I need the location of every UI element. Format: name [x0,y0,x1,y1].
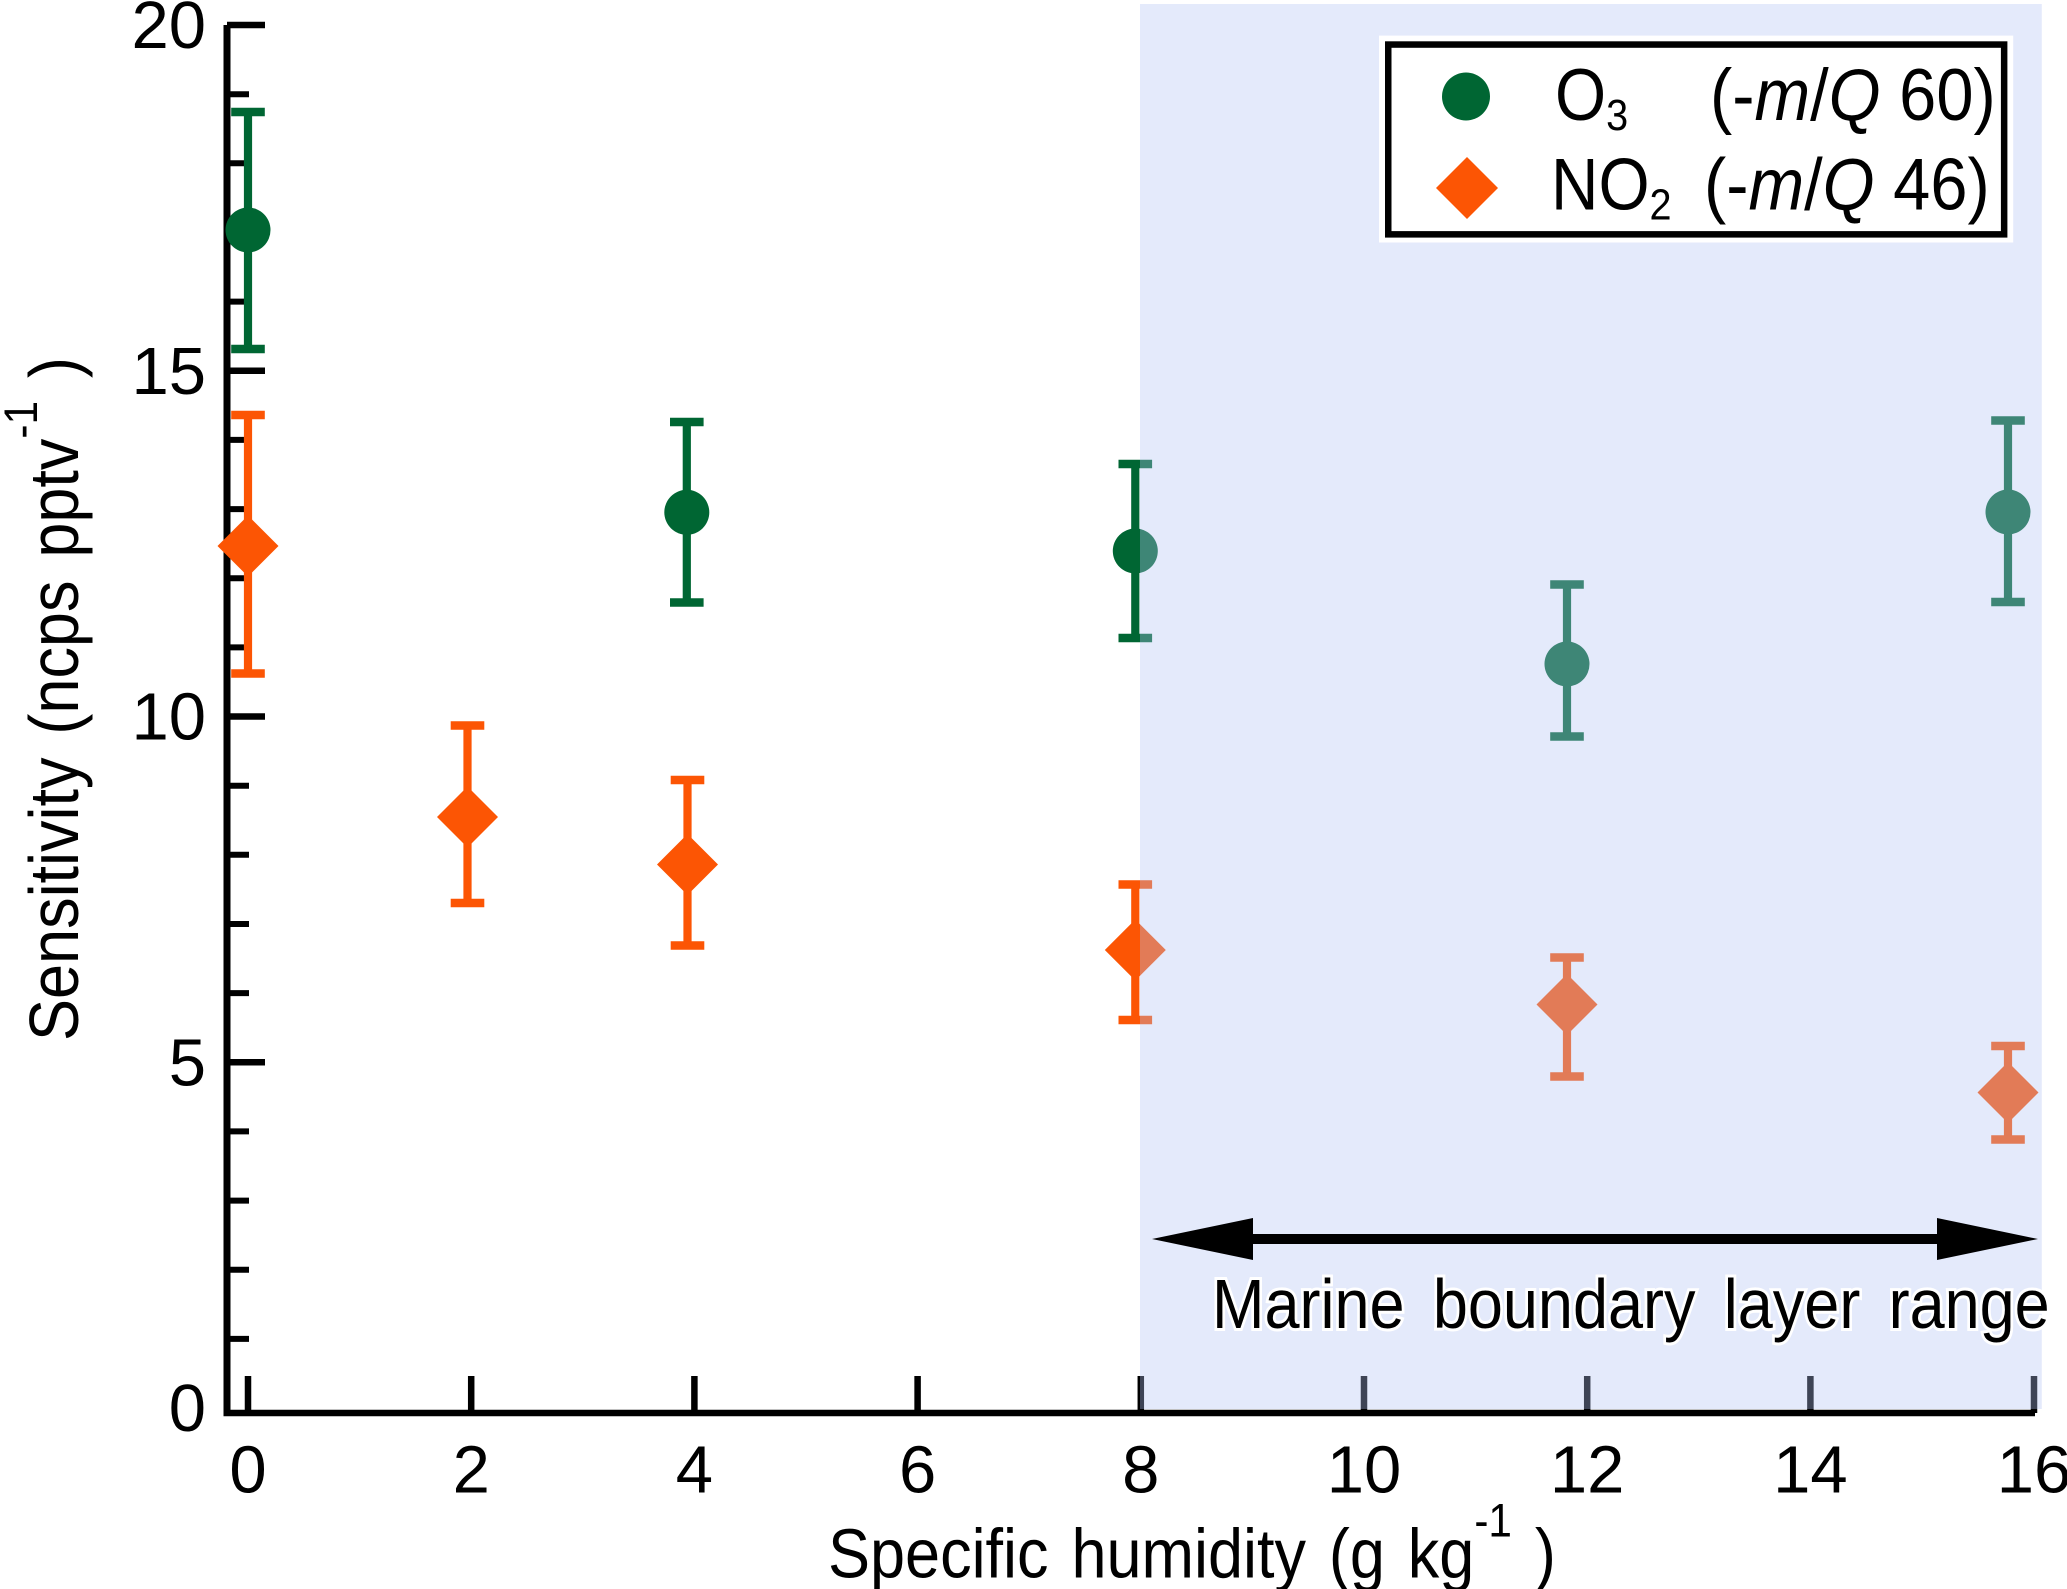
svg-text:Marine boundary layer range: Marine boundary layer range [1212,1266,2050,1344]
svg-text:14: 14 [1773,1433,1848,1508]
svg-text:0: 0 [229,1433,266,1508]
svg-text:6: 6 [899,1433,936,1508]
svg-text:20: 20 [131,0,206,63]
svg-text:(-m/Q 46): (-m/Q 46) [1704,144,1990,225]
svg-text:5: 5 [169,1025,206,1100]
svg-text:0: 0 [169,1371,206,1446]
svg-text:2: 2 [453,1433,490,1508]
svg-text:Sensitivity (ncps pptv-1 ): Sensitivity (ncps pptv-1 ) [0,357,94,1041]
svg-text:12: 12 [1550,1433,1625,1508]
svg-text:10: 10 [131,680,206,755]
svg-text:10: 10 [1327,1433,1402,1508]
svg-text:15: 15 [131,334,206,409]
svg-text:4: 4 [676,1433,713,1508]
svg-text:16: 16 [1997,1433,2067,1508]
svg-text:(-m/Q 60): (-m/Q 60) [1710,54,1996,135]
svg-text:8: 8 [1122,1433,1159,1508]
